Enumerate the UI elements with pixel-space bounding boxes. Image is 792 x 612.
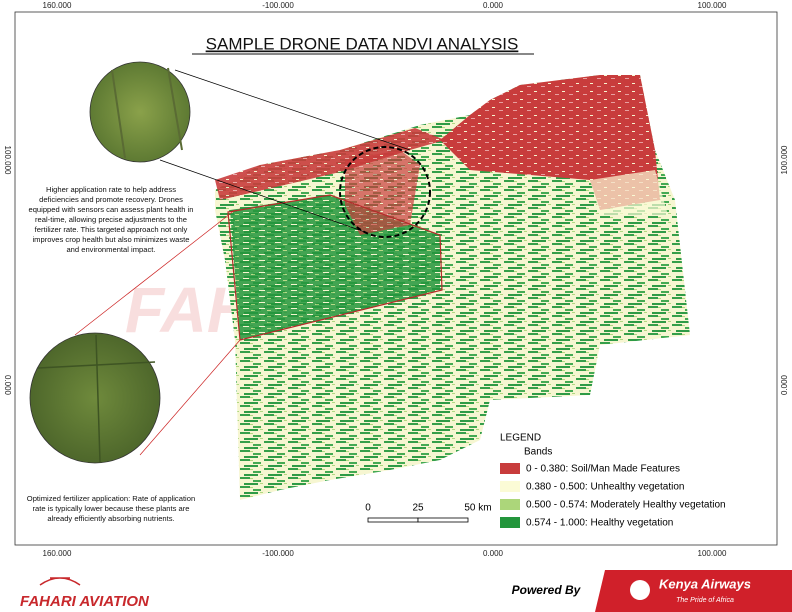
sponsor-banner bbox=[595, 570, 792, 612]
inset-photo bbox=[29, 332, 161, 464]
legend-title: LEGEND bbox=[500, 433, 541, 444]
scale-label: 50 km bbox=[464, 503, 491, 514]
scale-label: 25 bbox=[412, 503, 424, 514]
legend-swatch bbox=[500, 499, 520, 510]
sponsor-tagline: The Pride of Africa bbox=[676, 597, 734, 604]
focus-area bbox=[227, 194, 443, 341]
coord-label: 100.000 bbox=[698, 1, 727, 10]
powered-by: Powered By bbox=[512, 583, 582, 597]
legend-swatch bbox=[500, 481, 520, 492]
coord-label: 100.000 bbox=[3, 146, 12, 175]
sponsor-emblem bbox=[630, 580, 650, 600]
legend-label: 0.574 - 1.000: Healthy vegetation bbox=[526, 518, 673, 529]
inset-detail bbox=[95, 334, 101, 463]
inset-detail bbox=[111, 69, 126, 159]
logo-drone bbox=[39, 577, 81, 586]
legend-subtitle: Bands bbox=[524, 447, 552, 458]
callout-line bbox=[139, 339, 241, 456]
coord-label: 160.000 bbox=[43, 1, 72, 10]
callout-line bbox=[74, 209, 236, 336]
focus-circle bbox=[339, 146, 431, 238]
legend: LEGEND Bands 0 - 0.380: Soil/Man Made Fe… bbox=[500, 433, 726, 529]
coord-label: 0.000 bbox=[780, 374, 789, 395]
legend-label: 0.500 - 0.574: Moderately Healthy vegeta… bbox=[526, 500, 726, 511]
legend-swatch bbox=[500, 517, 520, 528]
annotation: Optimized fertilizer application: Rate o… bbox=[26, 494, 196, 523]
scale-label: 0 bbox=[365, 503, 371, 514]
coord-label: -100.000 bbox=[262, 549, 294, 558]
scale-bar: 0 25 50 km bbox=[365, 503, 492, 523]
coord-label: 100.000 bbox=[698, 549, 727, 558]
coord-label: 0.000 bbox=[3, 375, 12, 396]
company-logo: FAHARI AVIATION bbox=[20, 593, 150, 610]
coord-label: 0.000 bbox=[483, 549, 504, 558]
inset-detail bbox=[167, 67, 183, 151]
legend-label: 0.380 - 0.500: Unhealthy vegetation bbox=[526, 482, 684, 493]
coord-label: 100.000 bbox=[780, 145, 789, 174]
legend-label: 0 - 0.380: Soil/Man Made Features bbox=[526, 464, 680, 475]
coord-label: -100.000 bbox=[262, 1, 294, 10]
coord-label: 0.000 bbox=[483, 1, 504, 10]
callout-line bbox=[174, 69, 411, 151]
legend-swatch bbox=[500, 463, 520, 474]
sponsor-name: Kenya Airways bbox=[659, 576, 751, 591]
coord-label: 160.000 bbox=[43, 549, 72, 558]
map-title: SAMPLE DRONE DATA NDVI ANALYSIS bbox=[206, 34, 519, 53]
annotation: Higher application rate to help address … bbox=[28, 185, 194, 254]
callout-line bbox=[159, 159, 366, 233]
ndvi-field bbox=[215, 75, 690, 500]
